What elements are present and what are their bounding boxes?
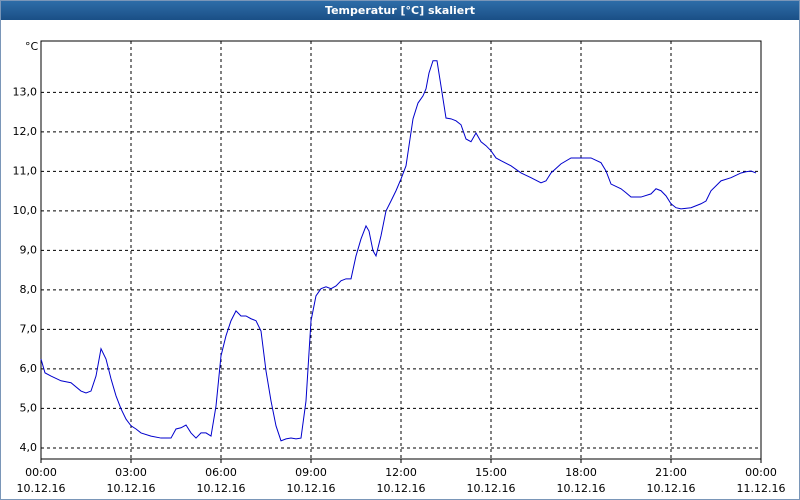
y-tick-label: 8,0 bbox=[20, 283, 38, 296]
x-tick-label: 03:00 10.12.16 bbox=[106, 466, 156, 495]
x-tick-label: 00:00 11.12.16 bbox=[736, 466, 786, 495]
x-tick-label: 18:00 10.12.16 bbox=[556, 466, 606, 495]
x-tick-label: 15:00 10.12.16 bbox=[466, 466, 516, 495]
line bbox=[40, 60, 757, 442]
chart-title: Temperatur [°C] skaliert bbox=[1, 1, 799, 20]
plot-frame bbox=[40, 40, 762, 460]
x-tick-label: 09:00 10.12.16 bbox=[286, 466, 336, 495]
y-tick-label: 12,0 bbox=[13, 125, 38, 138]
x-tick-label: 06:00 10.12.16 bbox=[196, 466, 246, 495]
y-tick-label: 4,0 bbox=[20, 441, 38, 454]
y-tick-label: 9,0 bbox=[20, 243, 38, 256]
y-tick-label: 11,0 bbox=[13, 164, 38, 177]
x-tick-label: 00:00 10.12.16 bbox=[16, 466, 66, 495]
y-tick-label: 5,0 bbox=[20, 401, 38, 414]
y-tick-label: 10,0 bbox=[13, 204, 38, 217]
y-tick-label: 7,0 bbox=[20, 322, 38, 335]
y-tick-label: 13,0 bbox=[13, 85, 38, 98]
x-tick-label: 12:00 10.12.16 bbox=[376, 466, 426, 495]
y-tick-label: 6,0 bbox=[20, 362, 38, 375]
unit-label: °C bbox=[25, 40, 39, 53]
x-tick-label: 21:00 10.12.16 bbox=[646, 466, 696, 495]
